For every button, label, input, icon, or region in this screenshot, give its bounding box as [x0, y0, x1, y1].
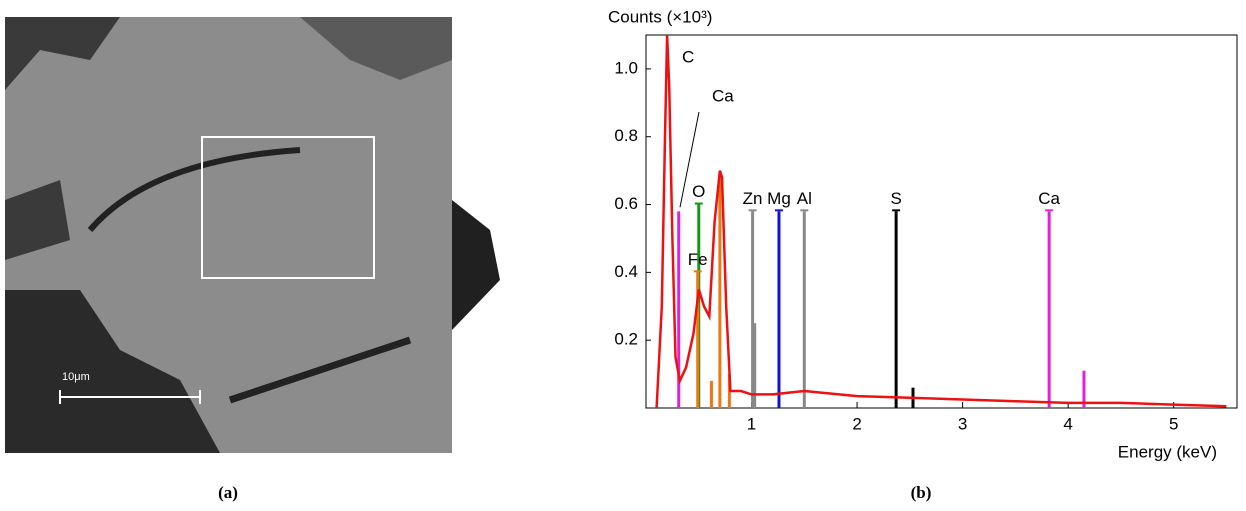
scale-bar-label: 10μm — [62, 371, 90, 383]
element-label: Al — [797, 189, 812, 208]
y-tick-label: 0.2 — [614, 330, 638, 349]
x-tick-label: 4 — [1063, 414, 1072, 433]
dark-region — [300, 17, 452, 80]
sem-image: 10μm — [5, 17, 500, 453]
y-axis-label: Counts (×10³) — [608, 7, 712, 26]
plot-frame — [645, 34, 1238, 409]
spectrum-line — [655, 34, 1227, 409]
crack — [228, 336, 412, 404]
crack — [87, 147, 301, 232]
dark-region — [452, 200, 500, 330]
x-tick-label: 5 — [1169, 414, 1178, 433]
element-label: Mg — [767, 189, 791, 208]
x-tick-label: 2 — [852, 414, 861, 433]
element-label: S — [890, 189, 901, 208]
caption: (b) — [911, 483, 932, 502]
leader-line — [679, 111, 700, 208]
dark-region — [5, 290, 220, 453]
dark-region — [5, 180, 70, 260]
caption: (a) — [218, 483, 238, 502]
element-label: Fe — [688, 250, 708, 269]
annotation: C — [682, 47, 694, 66]
element-label: Zn — [743, 189, 763, 208]
element-label: O — [692, 182, 705, 201]
x-tick-label: 1 — [747, 414, 756, 433]
selection-box — [201, 136, 375, 279]
x-axis-label: Energy (keV) — [1118, 442, 1217, 461]
y-tick-label: 0.4 — [614, 262, 638, 281]
x-tick-label: 3 — [958, 414, 967, 433]
y-tick-label: 0.8 — [614, 126, 638, 145]
element-label: Ca — [712, 86, 734, 105]
y-tick-label: 1.0 — [614, 58, 638, 77]
element-label: Ca — [1038, 189, 1060, 208]
y-tick-label: 0.6 — [614, 194, 638, 213]
dark-region — [5, 17, 120, 90]
